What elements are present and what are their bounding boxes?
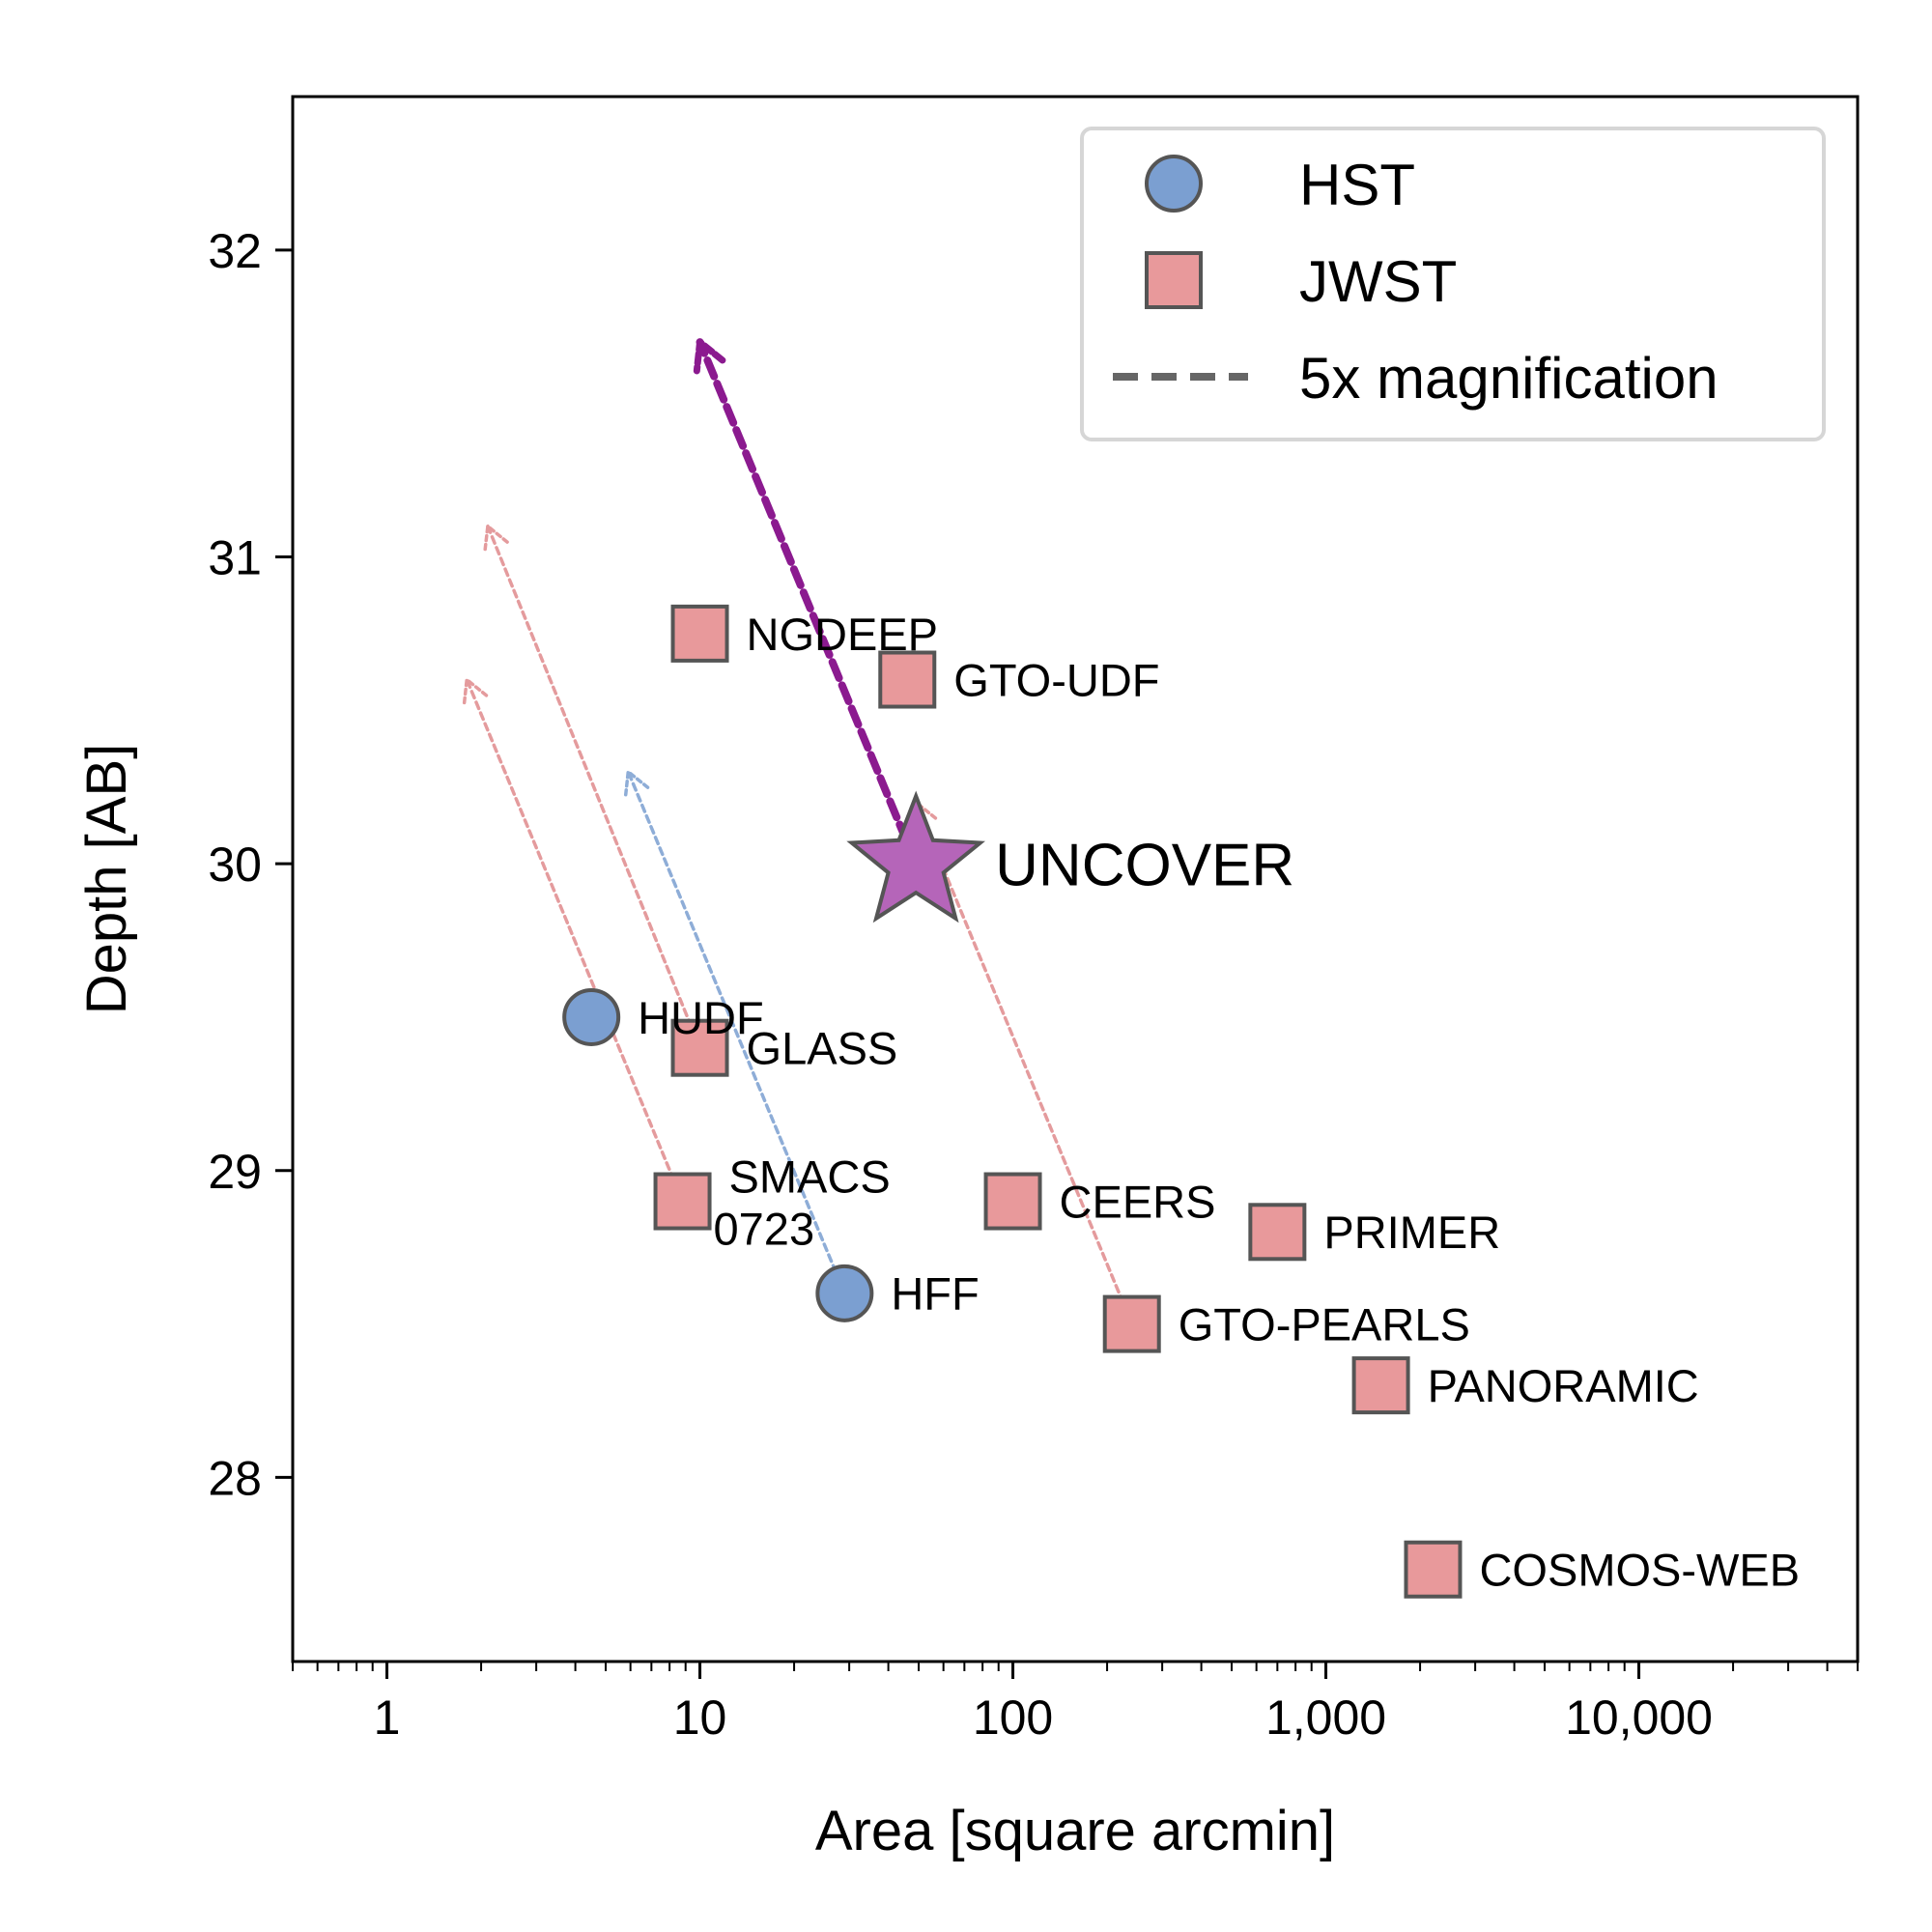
legend-label: HST xyxy=(1299,153,1415,217)
point-cosmos-web xyxy=(1404,1540,1463,1599)
label-panoramic: PANORAMIC xyxy=(1428,1360,1699,1411)
legend-label: 5x magnification xyxy=(1299,346,1719,411)
label-hff: HFF xyxy=(891,1268,979,1320)
point-glass xyxy=(670,1018,729,1077)
legend-box xyxy=(1080,127,1826,441)
x-tick-label: 100 xyxy=(973,1690,1053,1745)
x-axis: 1 10 100 1,000 10,000 xyxy=(292,1662,1859,1745)
magnification-arrows xyxy=(462,338,1134,1326)
label-gto-udf: GTO-UDF xyxy=(953,654,1159,705)
magnification-arrow-hff xyxy=(623,770,847,1295)
legend-entry-hst: HST xyxy=(1145,153,1415,217)
magnification-arrow-smacs-0723 xyxy=(462,677,685,1204)
magnification-arrow-glass xyxy=(483,524,702,1050)
y-axis: 28 29 30 31 32 xyxy=(208,224,293,1505)
label-glass: GLASS xyxy=(747,1023,898,1074)
point-panoramic xyxy=(1351,1356,1410,1415)
x-tick-label: 10 xyxy=(673,1690,727,1745)
label-ngdeep: NGDEEP xyxy=(747,609,939,660)
x-tick-label: 1 xyxy=(374,1690,401,1745)
label-primer: PRIMER xyxy=(1323,1207,1500,1258)
legend-entry-5x-magnification: 5x magnification xyxy=(1113,346,1719,411)
point-primer xyxy=(1248,1203,1307,1262)
label-cosmos-web: COSMOS-WEB xyxy=(1479,1545,1800,1596)
data-points xyxy=(562,604,1463,1599)
label-smacs-0723: SMACS 0723 xyxy=(714,1151,891,1255)
y-axis-label: Depth [AB] xyxy=(75,744,138,1014)
y-tick-label: 32 xyxy=(208,224,262,278)
y-tick-label: 28 xyxy=(208,1451,262,1505)
point-gto-udf xyxy=(878,650,937,709)
point-ceers xyxy=(983,1172,1042,1231)
point-smacs-0723 xyxy=(653,1172,712,1231)
x-axis-label: Area [square arcmin] xyxy=(815,1800,1335,1862)
y-tick-label: 31 xyxy=(208,530,262,584)
plot-frame xyxy=(291,95,1860,1663)
legend: HST JWST 5x magnification xyxy=(1080,127,1826,441)
label-gto-pearls: GTO-PEARLS xyxy=(1179,1299,1470,1350)
point-gto-pearls xyxy=(1102,1294,1161,1353)
magnification-arrow-uncover xyxy=(693,338,921,868)
label-uncover: UNCOVER xyxy=(995,832,1294,898)
point-ngdeep xyxy=(670,604,729,663)
label-hudf: HUDF xyxy=(638,992,764,1043)
point-hudf xyxy=(562,987,621,1046)
point-labels: HUDF HFF NGDEEP GTO-UDF GLASS SMACS 0723 CEERS P… xyxy=(638,609,1800,1596)
legend-label: JWST xyxy=(1299,249,1457,314)
y-tick-label: 29 xyxy=(208,1145,262,1199)
x-tick-label: 1,000 xyxy=(1265,1690,1386,1745)
point-uncover xyxy=(846,790,985,923)
legend-entry-jwst: JWST xyxy=(1145,249,1457,314)
label-ceers: CEERS xyxy=(1060,1176,1216,1227)
point-hff xyxy=(815,1264,874,1322)
x-tick-label: 10,000 xyxy=(1565,1690,1713,1745)
y-tick-label: 30 xyxy=(208,838,262,892)
